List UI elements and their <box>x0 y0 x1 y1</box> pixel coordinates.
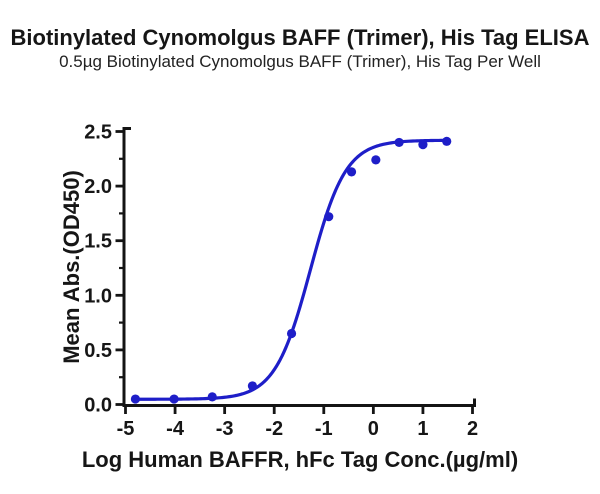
x-tick-label: 1 <box>417 418 428 440</box>
x-tick-label: 2 <box>467 418 478 440</box>
x-tick-label: -4 <box>166 418 185 440</box>
y-tick-label: 2.5 <box>84 122 112 144</box>
y-axis-title: Mean Abs.(OD450) <box>59 170 84 364</box>
data-point <box>169 394 179 404</box>
data-point <box>324 212 334 222</box>
fit-curve-line <box>133 138 449 401</box>
data-point <box>247 381 258 391</box>
y-tick-label: 1.5 <box>84 231 112 253</box>
data-point <box>286 328 297 339</box>
data-point <box>418 140 428 150</box>
chart-title: Biotinylated Cynomolgus BAFF (Trimer), H… <box>10 25 590 50</box>
data-point <box>442 136 452 146</box>
x-tick-label: -1 <box>315 418 333 440</box>
y-tick-label: 1.0 <box>84 285 112 307</box>
data-point <box>371 155 381 165</box>
x-tick-label: -3 <box>216 418 234 440</box>
axis-frame <box>122 127 476 407</box>
y-tick-label: 0.5 <box>84 340 112 362</box>
data-point <box>130 394 141 404</box>
data-point <box>207 392 217 402</box>
chart-subtitle: 0.5µg Biotinylated Cynomolgus BAFF (Trim… <box>59 52 541 71</box>
x-tick-label: -5 <box>117 418 135 440</box>
data-point <box>394 137 404 148</box>
data-point <box>346 167 357 177</box>
x-tick-label: -2 <box>265 418 283 440</box>
y-tick-label: 2.0 <box>84 176 112 198</box>
x-axis-title: Log Human BAFFR, hFc Tag Conc.(µg/ml) <box>82 447 518 472</box>
y-tick-label: 0.0 <box>84 395 112 417</box>
x-tick-label: 0 <box>368 418 379 440</box>
